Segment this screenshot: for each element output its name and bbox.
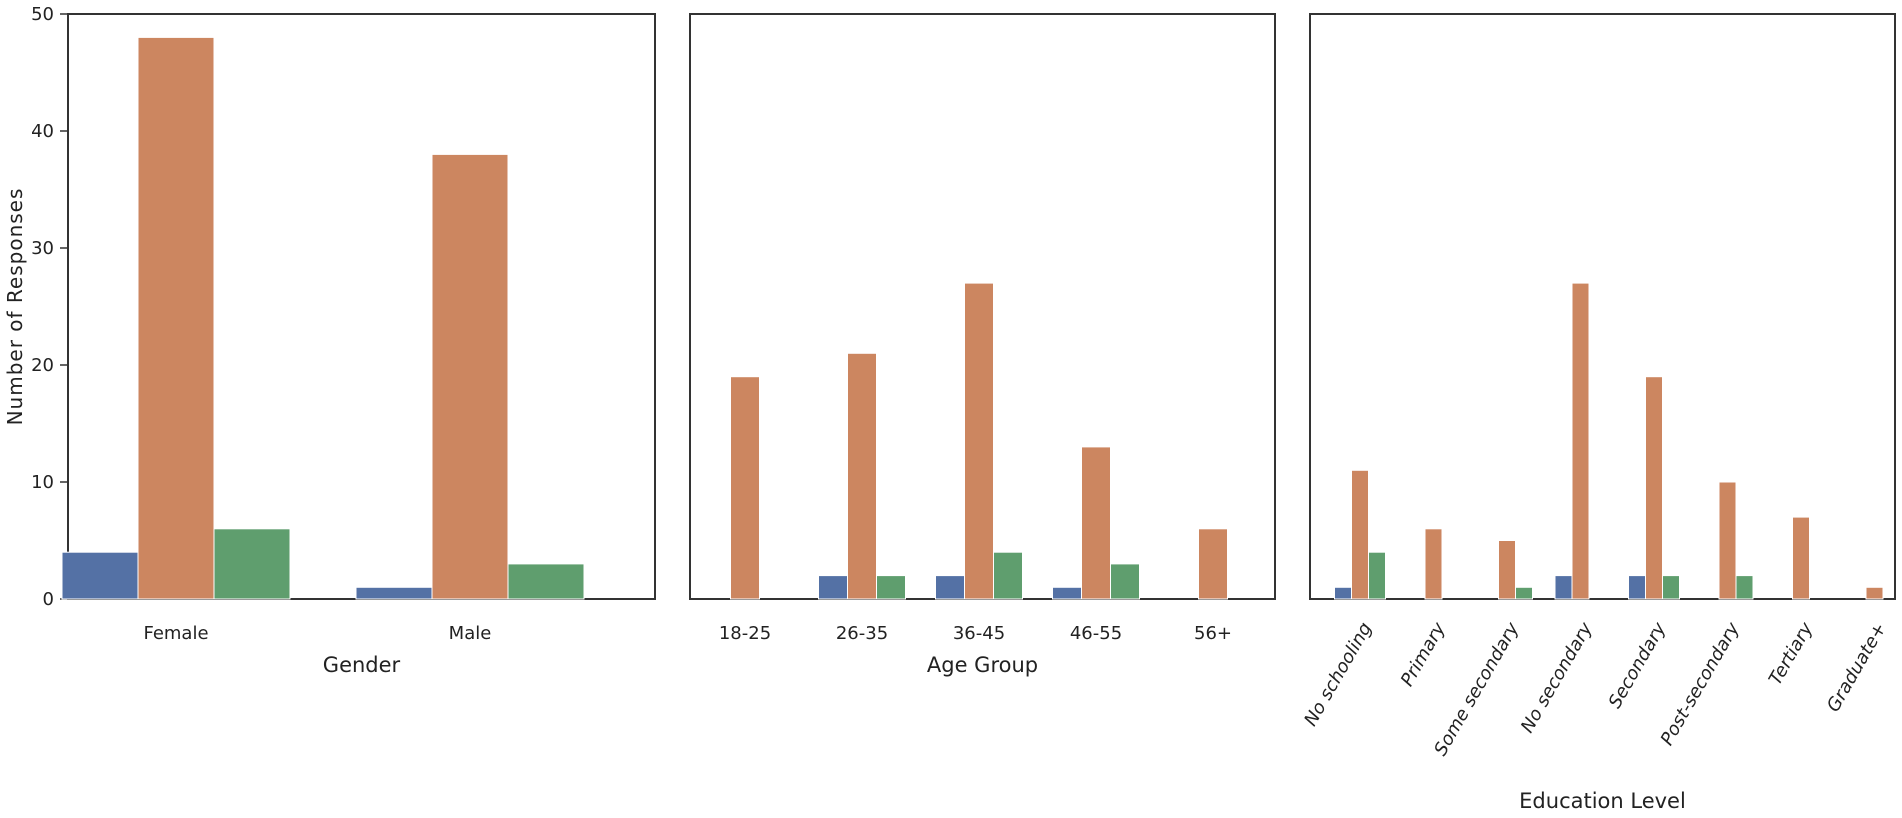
x-tick-label: Female — [143, 623, 208, 644]
bar-1-1-2 — [137, 36, 215, 600]
bar-2-2-1 — [818, 575, 848, 600]
y-tick-label: 50 — [31, 4, 54, 25]
bar-3-3-3 — [1515, 586, 1533, 600]
x-tick-label: Some secondary — [1430, 619, 1523, 760]
bar-3-1-3 — [1368, 551, 1386, 600]
y-tick-label: 30 — [31, 238, 54, 259]
bar-3-8-2 — [1865, 586, 1884, 600]
bar-2-3-2 — [964, 282, 994, 600]
bar-3-1-2 — [1351, 469, 1369, 600]
x-tick-label: Primary — [1397, 619, 1450, 690]
bar-2-1-2 — [730, 376, 760, 600]
x-tick-label: No schooling — [1300, 619, 1376, 730]
bar-3-4-2 — [1571, 282, 1590, 600]
x-tick-label: Post-secondary — [1657, 619, 1744, 749]
bar-3-1-1 — [1334, 586, 1352, 600]
x-tick-label: 26-35 — [836, 623, 888, 644]
bar-1-2-2 — [431, 153, 509, 600]
x-tick-label: Tertiary — [1765, 619, 1818, 689]
bar-3-5-2 — [1645, 376, 1663, 600]
x-tick-label: 56+ — [1194, 623, 1232, 644]
x-tick-label: 46-55 — [1070, 623, 1122, 644]
bar-2-2-3 — [876, 575, 906, 600]
bar-2-4-2 — [1081, 446, 1111, 600]
bar-2-5-2 — [1198, 528, 1228, 600]
y-tick-label: 40 — [31, 121, 54, 142]
bar-1-1-3 — [213, 528, 291, 600]
x-axis-label: Education Level — [1519, 789, 1686, 813]
y-tick-label: 0 — [43, 589, 54, 610]
bar-3-3-2 — [1498, 540, 1516, 600]
bar-3-4-1 — [1554, 575, 1573, 600]
bar-3-5-1 — [1628, 575, 1646, 600]
x-tick-label: No secondary — [1517, 619, 1597, 737]
bar-3-7-2 — [1792, 516, 1810, 600]
x-tick-label: Graduate+ — [1823, 619, 1891, 716]
bar-3-6-3 — [1735, 575, 1754, 600]
y-tick-label: 10 — [31, 472, 54, 493]
bar-3-2-2 — [1424, 528, 1443, 600]
bar-1-2-1 — [355, 586, 433, 600]
bar-3-6-2 — [1718, 481, 1737, 600]
y-tick-label: 20 — [31, 355, 54, 376]
bar-2-3-1 — [935, 575, 965, 600]
plot-frame — [1309, 13, 1896, 600]
x-axis-label: Age Group — [927, 653, 1038, 677]
x-tick-label: 36-45 — [953, 623, 1005, 644]
bar-1-1-1 — [61, 551, 139, 600]
x-tick-label: Male — [449, 623, 492, 644]
bar-2-3-3 — [993, 551, 1023, 600]
x-axis-label: Gender — [323, 653, 401, 677]
bar-2-4-1 — [1052, 586, 1082, 600]
chart-panel-2: 18-25 26-35 36-45 46-55 56+ Age Group — [689, 13, 1276, 677]
x-tick-label: 18-25 — [719, 623, 771, 644]
bar-2-4-3 — [1110, 563, 1140, 600]
bar-3-5-3 — [1662, 575, 1680, 600]
y-axis-label: Number of Responses — [3, 188, 27, 426]
bar-2-2-2 — [847, 352, 877, 600]
chart-panel-1: Female Male Gender — [61, 13, 656, 677]
x-tick-label: Secondary — [1604, 619, 1670, 712]
bar-1-2-3 — [507, 563, 585, 600]
